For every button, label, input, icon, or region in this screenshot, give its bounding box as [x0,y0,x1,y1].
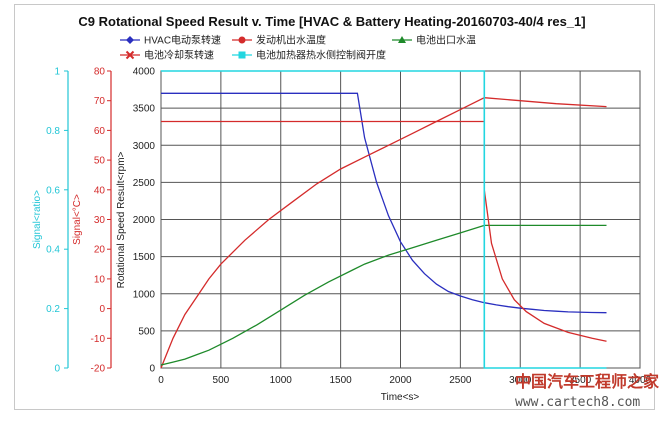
y-tick-label: 1000 [133,289,156,300]
legend-entry: 电池出口水温 [416,34,476,47]
y-tick-label: 500 [138,326,155,337]
x-tick-label: 3000 [509,375,532,386]
y-axis-label: Rotational Speed Result<rpm> [116,151,127,288]
legend-entry: 发动机出水温度 [256,34,326,47]
legend-marker [238,51,246,59]
x-tick-label: 2000 [389,375,412,386]
temp-tick-label: -10 [91,334,106,345]
series-line [161,70,607,369]
grid [160,70,641,369]
series-line [160,97,607,369]
y-tick-label: 1500 [133,252,156,263]
y-tick-label: 2000 [133,215,156,226]
temp-tick-label: 30 [94,215,106,226]
watermark-title: 中国汽车工程师之家 [515,372,660,391]
ratio-tick-label: 1 [54,67,60,78]
x-axis-label: Time<s> [381,392,420,403]
x-tick-label: 500 [213,375,230,386]
y-tick-label: 0 [149,364,155,375]
chart-title: C9 Rotational Speed Result v. Time [HVAC… [78,14,585,29]
ratio-axis-label: Signal<ratio> [32,190,43,249]
y-tick-label: 3000 [133,141,156,152]
temp-tick-label: -20 [91,364,106,375]
watermark-url: www.cartech8.com [515,395,640,410]
temp-tick-label: 0 [99,304,105,315]
temp-tick-label: 10 [94,274,106,285]
ratio-tick-label: 0 [54,364,60,375]
series-line [161,92,607,314]
y-tick-label: 2500 [133,178,156,189]
series-layer [160,70,607,369]
temp-axis-label: Signal<°C> [72,194,83,245]
legend-marker [238,36,246,44]
legend-marker [125,50,135,60]
x-tick-label: 3500 [569,375,592,386]
legend-entry: HVAC电动泵转速 [144,34,221,47]
legend-entry: 电池加热器热水侧控制阀开度 [256,49,386,62]
ratio-tick-label: 0.6 [46,185,60,196]
series-line [160,224,607,366]
legend-entry: 电池冷却泵转速 [144,49,214,62]
ratio-tick-label: 0.4 [46,245,60,256]
temp-tick-label: 50 [94,156,106,167]
temp-tick-label: 20 [94,245,106,256]
temp-tick-label: 70 [94,96,106,107]
temp-tick-label: 60 [94,126,106,137]
ratio-tick-label: 0.8 [46,126,60,137]
x-tick-label: 1000 [270,375,293,386]
x-tick-label: 2500 [449,375,472,386]
y-tick-label: 3500 [133,104,156,115]
y-tick-label: 4000 [133,67,156,78]
legend-marker [398,36,406,43]
legend-marker [126,36,134,44]
x-tick-label: 4000 [629,375,652,386]
temp-tick-label: 40 [94,185,106,196]
x-tick-label: 1500 [330,375,353,386]
ratio-tick-label: 0.2 [46,304,60,315]
x-tick-label: 0 [158,375,164,386]
temp-tick-label: 80 [94,67,106,78]
